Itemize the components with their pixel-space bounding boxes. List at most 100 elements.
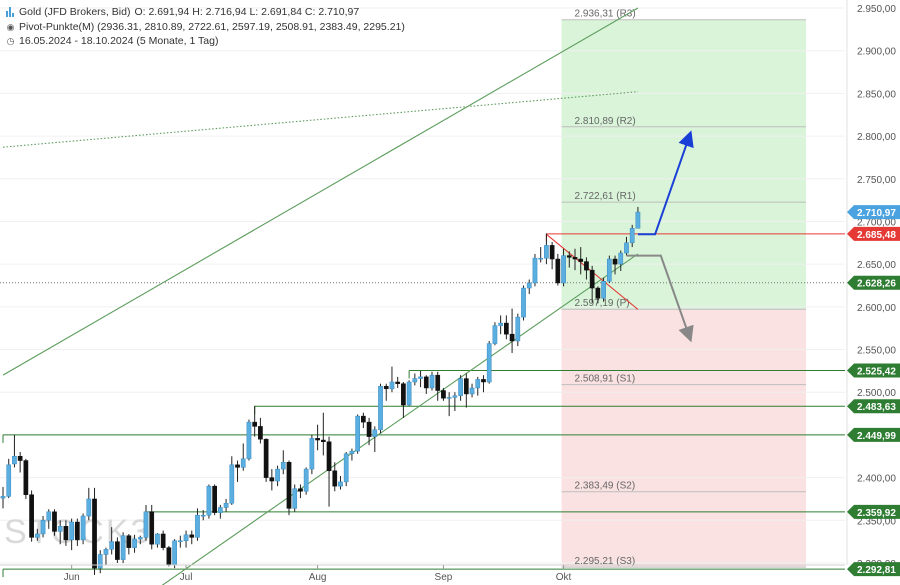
candle-body bbox=[366, 421, 372, 437]
candle-body bbox=[218, 507, 223, 513]
trendline bbox=[161, 253, 639, 585]
pivot-label-s2: 2.383,49 (S2) bbox=[575, 481, 636, 492]
candle-body bbox=[612, 258, 618, 265]
candle-body bbox=[521, 287, 526, 318]
candle-body bbox=[544, 245, 549, 259]
price-tag-label: 2.449,99 bbox=[857, 431, 896, 442]
candle-body bbox=[338, 481, 343, 487]
candle-body bbox=[17, 456, 23, 461]
candle-body bbox=[29, 494, 34, 538]
candles bbox=[0, 206, 641, 575]
candle-body bbox=[389, 381, 395, 390]
candle-body bbox=[446, 397, 452, 399]
candle-body bbox=[166, 547, 172, 565]
pivot-label-r1: 2.722,61 (R1) bbox=[575, 191, 636, 202]
candle-body bbox=[395, 381, 401, 384]
candle-body bbox=[298, 488, 303, 492]
legend-instrument-row: Gold (JFD Brokers, Bid) O: 2.691,94 H: 2… bbox=[6, 5, 405, 20]
candle-body bbox=[235, 464, 240, 468]
forecast-arrow bbox=[626, 254, 694, 343]
x-tick-label: Jun bbox=[64, 572, 80, 583]
price-tag bbox=[847, 363, 900, 378]
candle-body bbox=[143, 511, 149, 538]
candle-body bbox=[355, 415, 360, 452]
zone-below-pivot bbox=[561, 309, 806, 568]
clock-icon: ◷ bbox=[6, 36, 15, 46]
candle-body bbox=[584, 261, 589, 271]
candle-body bbox=[263, 438, 269, 478]
candle-body bbox=[258, 426, 263, 440]
candle-body bbox=[46, 511, 52, 521]
legend-ohlc: O: 2.691,94 H: 2.716,94 L: 2.691,84 C: 2… bbox=[134, 6, 360, 18]
candle-body bbox=[280, 461, 286, 470]
candle-body bbox=[86, 498, 92, 517]
zone-above-pivot bbox=[561, 19, 806, 310]
price-tag-label: 2.685,48 bbox=[857, 230, 896, 241]
candle-body bbox=[423, 376, 429, 389]
trendlines bbox=[2, 7, 639, 585]
candle-body bbox=[406, 381, 412, 406]
candle-body bbox=[149, 511, 155, 545]
candle-body bbox=[292, 488, 298, 509]
y-tick-label: 2.800,00 bbox=[857, 132, 896, 143]
candle-body bbox=[63, 526, 69, 541]
candle-body bbox=[435, 374, 441, 391]
candle-body bbox=[458, 378, 463, 396]
y-tick-label: 2.650,00 bbox=[857, 260, 896, 271]
candle-body bbox=[80, 515, 86, 541]
pivot-lines: 2.936,31 (R3) 2.810,89 (R2) 2.722,61 (R1) 2… bbox=[561, 9, 806, 568]
candle-body bbox=[555, 258, 561, 284]
candle-body bbox=[172, 540, 177, 565]
price-tag bbox=[847, 205, 900, 220]
candlestick-icon bbox=[6, 7, 15, 18]
candle-body bbox=[12, 456, 17, 465]
candle-body bbox=[69, 521, 74, 541]
candle-body bbox=[0, 496, 6, 499]
price-tag-label: 2.710,97 bbox=[857, 208, 896, 219]
candle-body bbox=[240, 458, 246, 468]
candle-body bbox=[509, 333, 515, 342]
price-tag bbox=[847, 427, 900, 442]
candle-body bbox=[361, 415, 366, 423]
y-tick-label: 2.750,00 bbox=[857, 175, 896, 186]
candle-body bbox=[269, 477, 275, 482]
candle-body bbox=[309, 438, 315, 470]
pivot-zones bbox=[561, 19, 806, 568]
price-tag bbox=[847, 504, 900, 519]
legend-pivot: Pivot-Punkte(M) (2936.31, 2810.89, 2722.… bbox=[19, 20, 405, 33]
candle-body bbox=[486, 343, 492, 383]
candle-body bbox=[498, 322, 503, 326]
trendline bbox=[2, 7, 639, 376]
candle-body bbox=[372, 429, 378, 437]
candle-body bbox=[177, 540, 183, 543]
candle-body bbox=[195, 514, 200, 538]
candle-body bbox=[441, 390, 446, 399]
candle-body bbox=[92, 498, 97, 569]
y-tick-label: 2.400,00 bbox=[857, 474, 896, 485]
candle-body bbox=[315, 438, 320, 441]
candle-body bbox=[572, 257, 578, 260]
y-tick-label: 2.700,00 bbox=[857, 217, 896, 228]
candle-body bbox=[137, 537, 143, 540]
candle-body bbox=[452, 395, 458, 398]
candle-body bbox=[549, 245, 555, 260]
candle-body bbox=[343, 453, 349, 483]
price-tag bbox=[847, 226, 900, 241]
candle-body bbox=[326, 441, 332, 472]
pivot-label-r2: 2.810,89 (R2) bbox=[575, 116, 636, 127]
candle-body bbox=[286, 461, 292, 509]
candle-body bbox=[52, 511, 57, 532]
price-tag bbox=[847, 275, 900, 290]
candle-body bbox=[132, 538, 137, 548]
x-axis: Jun Jul Aug Sep Okt bbox=[0, 564, 845, 583]
candle-body bbox=[515, 316, 521, 342]
legend-range: 16.05.2024 - 18.10.2024 (5 Monate, 1 Tag… bbox=[19, 35, 219, 47]
candle-body bbox=[332, 470, 338, 487]
x-tick-label: Sep bbox=[435, 572, 453, 583]
candle-body bbox=[629, 228, 635, 244]
price-tag bbox=[847, 562, 900, 577]
y-tick-label: 2.600,00 bbox=[857, 303, 896, 314]
candle-body bbox=[206, 485, 212, 516]
pivot-label-p: 2.597,19 (P) bbox=[575, 298, 630, 309]
